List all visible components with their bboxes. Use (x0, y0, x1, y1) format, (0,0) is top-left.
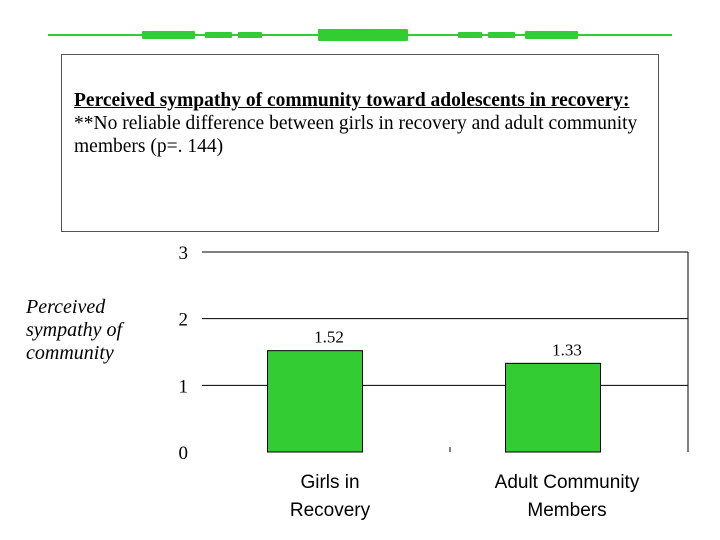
y-tick-labels: 0 1 2 3 (179, 243, 189, 464)
ornament-dash (205, 32, 232, 38)
y-axis-label: Perceived sympathy of community (26, 296, 123, 364)
bar (267, 350, 363, 453)
bar-value-label: 1.52 (314, 328, 344, 347)
bar (505, 362, 601, 453)
ornament-diamond (340, 29, 386, 41)
bars (267, 350, 601, 453)
ornament-shapes (142, 29, 578, 41)
caption-note: **No reliable difference between girls i… (74, 113, 638, 157)
x-tick-label: Girls in Recovery (290, 472, 371, 521)
x-tick-labels: Girls in Recovery Adult Community Members (290, 472, 640, 521)
caption-box: Perceived sympathy of community toward a… (61, 54, 659, 232)
ornament-dash (238, 32, 262, 38)
ornament-dash (142, 31, 195, 39)
y-tick-label: 1 (179, 376, 189, 397)
plot-frame (449, 252, 689, 452)
ornament-dash (458, 32, 482, 38)
caption-text: Perceived sympathy of community toward a… (74, 89, 664, 158)
y-tick-label: 2 (179, 310, 189, 331)
caption-heading: Perceived sympathy of community toward a… (74, 90, 630, 111)
y-tick-label: 0 (179, 443, 189, 464)
ornament-dash (525, 31, 578, 39)
header-ornament (48, 29, 672, 41)
x-tick-label: Adult Community Members (495, 472, 640, 521)
ornament-dash (488, 32, 515, 38)
bar-value-label: 1.33 (552, 340, 582, 359)
y-tick-label: 3 (179, 243, 189, 264)
value-labels: 1.52 1.33 (314, 328, 582, 360)
